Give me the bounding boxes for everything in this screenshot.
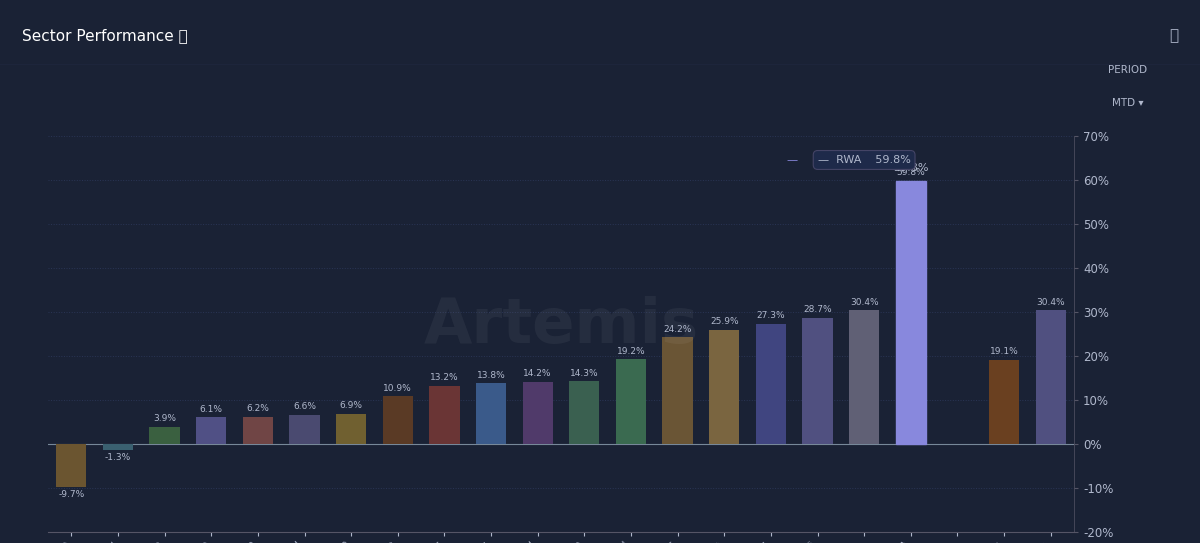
Text: ⤓: ⤓ bbox=[1169, 28, 1178, 43]
Text: 13.2%: 13.2% bbox=[430, 374, 458, 382]
Text: -9.7%: -9.7% bbox=[58, 490, 84, 500]
Text: 19.1%: 19.1% bbox=[990, 348, 1019, 356]
Bar bbox=[103, 444, 133, 450]
Bar bbox=[242, 416, 274, 444]
Text: 27.3%: 27.3% bbox=[756, 311, 785, 320]
Text: 6.9%: 6.9% bbox=[340, 401, 362, 410]
Bar bbox=[383, 396, 413, 444]
Text: 24.2%: 24.2% bbox=[664, 325, 691, 334]
Text: 6.1%: 6.1% bbox=[199, 405, 223, 414]
Bar bbox=[289, 415, 319, 444]
Bar bbox=[56, 444, 86, 487]
Bar bbox=[522, 382, 553, 444]
Bar bbox=[662, 337, 692, 444]
Bar bbox=[150, 427, 180, 444]
Text: 6.6%: 6.6% bbox=[293, 402, 316, 412]
Bar bbox=[756, 324, 786, 444]
Text: 59.8%: 59.8% bbox=[893, 163, 929, 173]
Text: 6.2%: 6.2% bbox=[246, 404, 269, 413]
Bar bbox=[569, 381, 600, 444]
Text: PERIOD: PERIOD bbox=[1109, 65, 1147, 75]
Bar bbox=[196, 417, 227, 444]
Text: -1.3%: -1.3% bbox=[104, 453, 131, 462]
Text: 59.8%: 59.8% bbox=[896, 168, 925, 177]
Bar bbox=[989, 360, 1019, 444]
Bar bbox=[1036, 310, 1066, 444]
Bar bbox=[476, 383, 506, 444]
Bar bbox=[336, 414, 366, 444]
Bar bbox=[895, 181, 926, 444]
Text: MTD ▾: MTD ▾ bbox=[1112, 98, 1144, 108]
Bar bbox=[616, 359, 646, 444]
Text: Artemis: Artemis bbox=[424, 296, 698, 356]
Text: 13.8%: 13.8% bbox=[476, 371, 505, 380]
Text: 19.2%: 19.2% bbox=[617, 347, 646, 356]
Text: 14.3%: 14.3% bbox=[570, 369, 599, 377]
Bar bbox=[848, 310, 880, 444]
Text: 3.9%: 3.9% bbox=[154, 414, 176, 424]
Bar bbox=[709, 330, 739, 444]
Text: 10.9%: 10.9% bbox=[383, 383, 412, 393]
Text: Sector Performance ⓘ: Sector Performance ⓘ bbox=[22, 28, 187, 43]
Bar bbox=[803, 318, 833, 444]
Text: 28.7%: 28.7% bbox=[803, 305, 832, 314]
Text: 14.2%: 14.2% bbox=[523, 369, 552, 378]
Text: 25.9%: 25.9% bbox=[710, 318, 738, 326]
Text: —: — bbox=[786, 155, 798, 165]
Bar bbox=[430, 386, 460, 444]
Text: 30.4%: 30.4% bbox=[1037, 298, 1064, 307]
Text: 30.4%: 30.4% bbox=[850, 298, 878, 307]
Text: —  RWA    59.8%: — RWA 59.8% bbox=[817, 155, 911, 165]
